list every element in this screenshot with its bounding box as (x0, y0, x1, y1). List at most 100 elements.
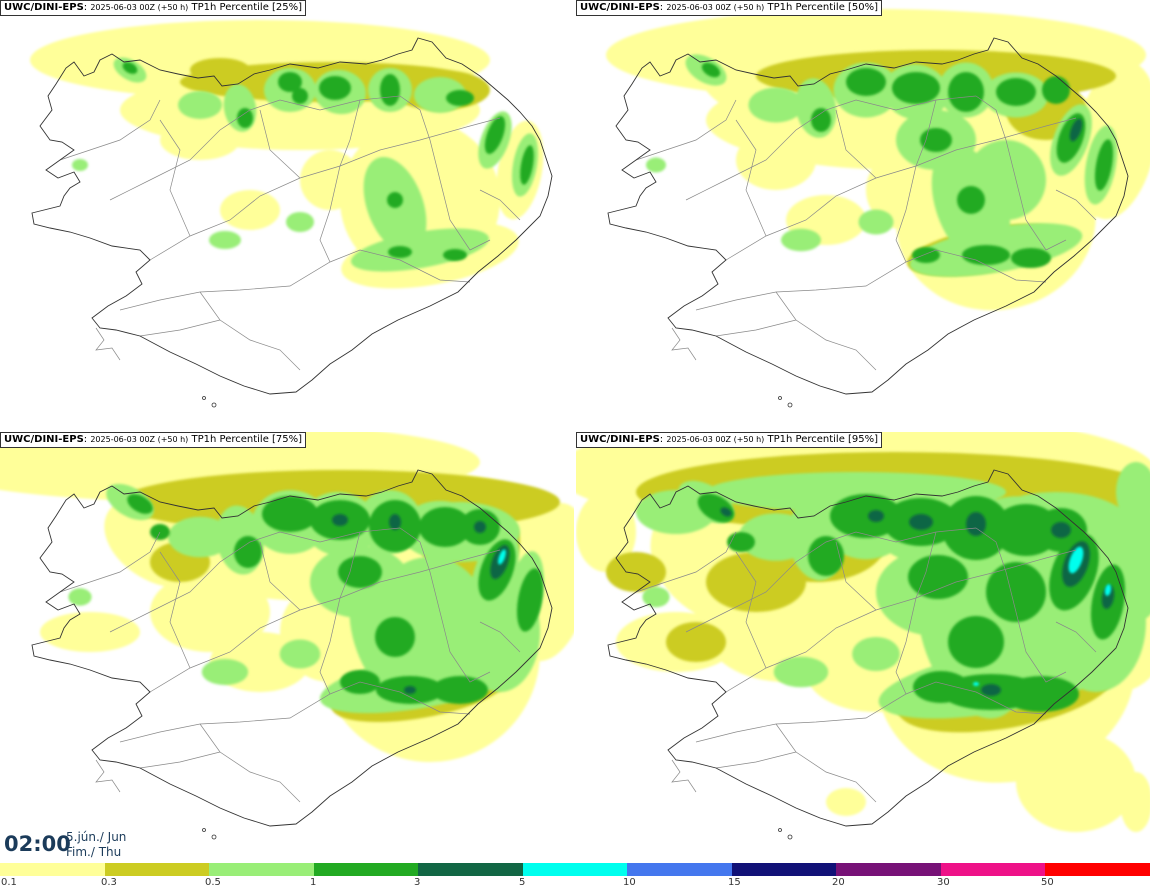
precip-area-1 (516, 568, 544, 632)
colorbar-segment (836, 863, 941, 876)
road (399, 527, 431, 573)
precip-area-1 (319, 76, 351, 100)
precip-area-1 (986, 562, 1046, 622)
road (695, 681, 1047, 743)
precip-area-1 (338, 556, 382, 588)
roads-layer (59, 95, 521, 371)
precip-area-1 (727, 532, 755, 552)
precip-area-0.5 (781, 228, 821, 252)
precip-area-1 (908, 555, 968, 599)
roads-layer (59, 527, 521, 803)
colorbar-label: 5 (519, 877, 526, 888)
road (975, 95, 1007, 141)
colorbar-segment (522, 863, 628, 876)
colorbar-segment (940, 863, 1046, 876)
precip-area-0.5 (178, 91, 222, 119)
precip-area-1 (1003, 676, 1079, 712)
precip-area-3 (909, 514, 933, 530)
precip-area-1 (701, 62, 721, 78)
precip-area-1 (234, 536, 262, 568)
precip-area-0.5 (852, 637, 900, 671)
precip-area-0.1 (1120, 772, 1150, 832)
valid-weekday: Fim./ Thu (66, 845, 122, 859)
precip-area-5-layer (498, 549, 506, 565)
colorbar-segment (731, 863, 837, 876)
road (399, 95, 431, 141)
road (635, 531, 737, 593)
precip-area-1 (292, 88, 308, 104)
valid-time: 02:00 (4, 832, 71, 856)
precip-area-3 (332, 514, 348, 526)
run-time: 2025-06-03 00Z (+50 h) (666, 435, 765, 444)
precip-area-1 (419, 507, 471, 547)
road (725, 549, 1077, 693)
precip-map-p95 (576, 432, 1150, 840)
road (59, 99, 161, 161)
island-vestmannaeyjar (778, 828, 782, 832)
run-time: 2025-06-03 00Z (+50 h) (90, 3, 189, 12)
road (715, 319, 797, 337)
precip-area-1 (443, 249, 467, 261)
valid-time-box: 02:00 5.jún./ Jun Fim./ Thu (0, 826, 128, 863)
road (199, 723, 301, 803)
precip-area-1-layer (701, 62, 1114, 268)
model-name: UWC/DINI-EPS (580, 2, 660, 13)
precip-area-1 (388, 246, 412, 258)
road (159, 119, 191, 237)
precip-area-1 (122, 62, 138, 74)
map-panel-p95: UWC/DINI-EPS: 2025-06-03 00Z (+50 h) TP1… (576, 432, 1150, 862)
precip-area-0.5 (286, 212, 314, 232)
road (159, 551, 191, 669)
precip-area-1 (375, 617, 415, 657)
colorbar-label: 20 (832, 877, 845, 888)
road (339, 531, 361, 599)
precip-area-0.5 (201, 658, 249, 686)
road (429, 571, 491, 683)
precip-area-0.1 (300, 150, 360, 210)
colorbar-segment (1045, 863, 1150, 876)
road (149, 117, 501, 261)
precip-area-0.3 (606, 552, 666, 592)
island-vestmannaeyjar (778, 396, 782, 400)
valid-date: 5.jún./ Jun (66, 830, 127, 844)
model-name: UWC/DINI-EPS (4, 2, 84, 13)
colorbar-segment (0, 863, 105, 876)
precip-area-3 (1069, 118, 1083, 142)
coastline (607, 469, 1129, 827)
panel-title: UWC/DINI-EPS: 2025-06-03 00Z (+50 h) TP1… (0, 0, 307, 16)
precip-area-5-layer (973, 546, 1112, 686)
road (429, 139, 491, 251)
map-panel-p50: UWC/DINI-EPS: 2025-06-03 00Z (+50 h) TP1… (576, 0, 1150, 430)
precip-area-0.1-layer (30, 20, 544, 289)
road (119, 249, 471, 311)
precip-area-0.5 (279, 639, 321, 669)
precip-area-3-layer (1069, 118, 1083, 142)
road (685, 527, 977, 633)
road (479, 189, 521, 221)
precip-area-3 (474, 521, 486, 533)
precip-area-1 (892, 72, 940, 104)
colorbar-segment (627, 863, 732, 876)
precip-area-1 (484, 116, 506, 154)
road (109, 95, 401, 201)
panel-title: UWC/DINI-EPS: 2025-06-03 00Z (+50 h) TP1… (0, 432, 307, 448)
product-name: TP1h Percentile [95%] (767, 434, 879, 445)
precip-area-1 (1042, 76, 1070, 104)
precip-area-5 (498, 549, 506, 565)
precip-area-1 (432, 676, 488, 704)
precip-area-3 (720, 507, 732, 517)
model-name: UWC/DINI-EPS (580, 434, 660, 445)
colorbar-label: 3 (414, 877, 421, 888)
road (139, 751, 221, 769)
colorbar-segment (104, 863, 210, 876)
colorbar-label: 0.3 (101, 877, 117, 888)
precip-area-3 (404, 686, 416, 694)
precip-area-3 (868, 510, 884, 522)
road (895, 165, 917, 263)
road (735, 119, 767, 237)
road (319, 165, 341, 263)
precip-area-0.5 (68, 588, 92, 606)
product-name: TP1h Percentile [25%] (191, 2, 303, 13)
precip-area-1 (237, 108, 253, 128)
panel-title: UWC/DINI-EPS: 2025-06-03 00Z (+50 h) TP1… (576, 432, 883, 448)
